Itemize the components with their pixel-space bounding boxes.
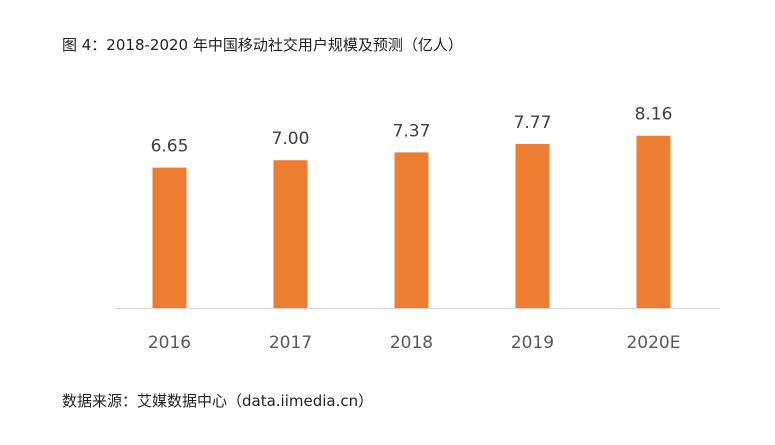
data-label: 7.00 <box>272 129 310 149</box>
bar-2018 <box>394 152 429 308</box>
x-tick-label: 2017 <box>269 333 312 353</box>
data-source: 数据来源：艾媒数据中心（data.iimedia.cn） <box>62 392 374 410</box>
x-tick-label: 2020E <box>626 333 680 353</box>
data-label: 8.16 <box>635 105 673 125</box>
data-label: 7.77 <box>514 113 552 133</box>
bar-2020E <box>636 135 671 308</box>
data-label: 7.37 <box>393 121 431 141</box>
bar-2016 <box>152 167 187 308</box>
x-tick-label: 2016 <box>148 333 191 353</box>
bar-2019 <box>515 143 550 308</box>
bar-2017 <box>273 160 308 308</box>
chart-title: 图 4：2018-2020 年中国移动社交用户规模及预测（亿人） <box>62 36 463 54</box>
data-label: 6.65 <box>151 137 189 157</box>
x-tick-label: 2019 <box>511 333 554 353</box>
x-tick-label: 2018 <box>390 333 433 353</box>
